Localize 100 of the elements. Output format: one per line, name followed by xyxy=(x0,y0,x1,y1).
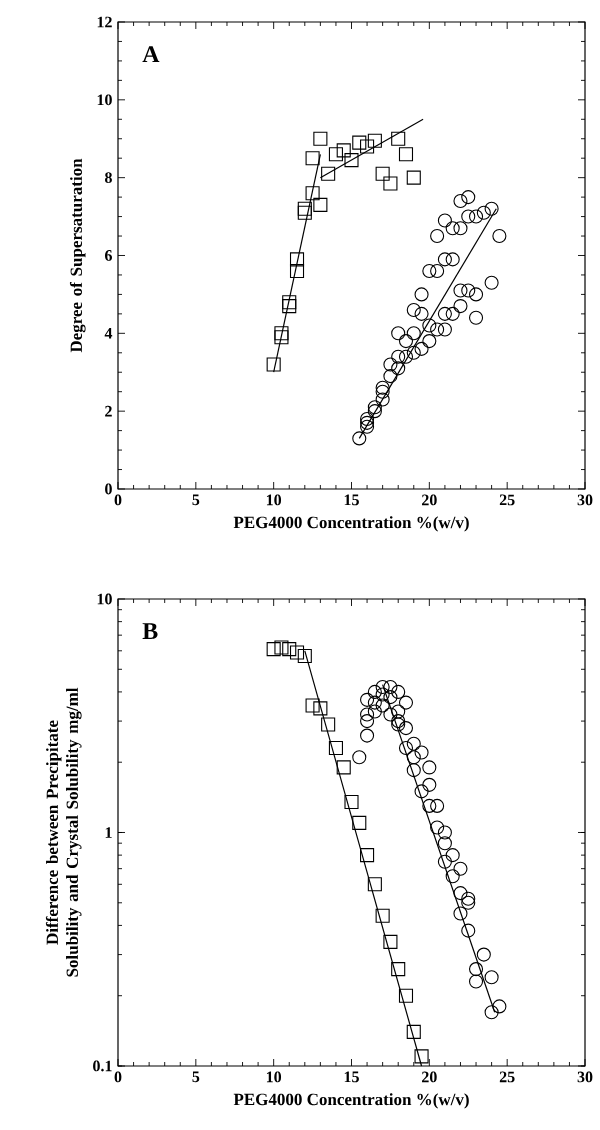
point xyxy=(375,679,390,695)
y-tick-label: 8 xyxy=(105,172,112,184)
point xyxy=(406,763,421,778)
point xyxy=(398,334,414,349)
point xyxy=(406,345,421,360)
point xyxy=(422,760,437,775)
point xyxy=(422,777,437,792)
point xyxy=(328,147,343,162)
point xyxy=(391,962,406,977)
point xyxy=(266,642,281,657)
point xyxy=(336,760,351,775)
point xyxy=(406,1024,421,1039)
point xyxy=(422,264,437,279)
point xyxy=(461,895,476,910)
y-tick-label: 0.1 xyxy=(93,1060,112,1072)
x-tick-label: 25 xyxy=(499,1071,515,1083)
point xyxy=(484,1005,499,1020)
y-tick-label: 10 xyxy=(97,94,112,106)
x-tick-label: 10 xyxy=(266,1071,282,1083)
point xyxy=(375,380,390,395)
point xyxy=(360,415,375,430)
point xyxy=(406,326,421,341)
point xyxy=(484,970,499,985)
point xyxy=(461,923,476,938)
point xyxy=(383,369,398,384)
point xyxy=(360,728,375,743)
x-axis-title: PEG4000 Concentration %(w/v) xyxy=(233,516,469,532)
point xyxy=(414,341,429,356)
point xyxy=(367,684,382,699)
point xyxy=(297,648,312,664)
y-axis-title: Difference between Precipitate Solubility and Crystal Solubility mg/ml xyxy=(45,687,82,977)
x-tick-label: 0 xyxy=(114,494,122,506)
annotation: B xyxy=(142,623,158,639)
point xyxy=(445,306,460,321)
point xyxy=(367,695,382,710)
point xyxy=(344,795,359,810)
point xyxy=(352,815,367,830)
point xyxy=(414,1049,429,1064)
point xyxy=(383,934,398,949)
point xyxy=(414,784,429,799)
point xyxy=(453,299,468,314)
point xyxy=(313,701,328,716)
point xyxy=(398,349,414,364)
x-tick-label: 30 xyxy=(577,494,593,506)
y-tick-label: 1 xyxy=(105,827,112,838)
point xyxy=(461,190,476,205)
point xyxy=(484,275,499,290)
point xyxy=(398,147,414,162)
point xyxy=(375,166,390,181)
point xyxy=(461,283,476,298)
point xyxy=(445,221,460,236)
point xyxy=(360,714,375,729)
point xyxy=(468,962,484,977)
point xyxy=(391,684,406,699)
point xyxy=(391,349,406,364)
point xyxy=(468,209,484,224)
point xyxy=(468,310,484,325)
point xyxy=(305,151,320,166)
point xyxy=(391,326,406,341)
point xyxy=(367,133,382,148)
point xyxy=(398,988,414,1003)
x-tick-label: 30 xyxy=(577,1071,593,1083)
point xyxy=(437,322,452,337)
point xyxy=(398,721,414,736)
point xyxy=(313,131,328,146)
point xyxy=(453,861,468,876)
point xyxy=(383,679,398,695)
x-tick-label: 5 xyxy=(192,494,200,506)
point xyxy=(297,201,312,216)
point xyxy=(274,640,289,655)
point xyxy=(344,153,359,168)
point xyxy=(430,228,445,244)
point xyxy=(266,357,281,372)
point xyxy=(492,999,507,1014)
point xyxy=(453,221,468,236)
point xyxy=(453,906,468,921)
point xyxy=(360,692,375,707)
point xyxy=(367,877,382,892)
point xyxy=(274,326,289,341)
y-tick-label: 0 xyxy=(105,483,112,495)
x-tick-label: 10 xyxy=(266,494,282,506)
point xyxy=(453,193,468,209)
point xyxy=(367,704,382,719)
point xyxy=(445,869,460,884)
x-tick-label: 0 xyxy=(114,1071,122,1083)
point xyxy=(468,974,484,989)
point xyxy=(289,264,305,279)
point xyxy=(383,707,398,722)
point xyxy=(282,642,297,657)
y-tick-label: 6 xyxy=(105,250,112,261)
point xyxy=(391,361,406,376)
y-tick-label: 2 xyxy=(105,405,112,417)
point xyxy=(445,252,460,267)
x-axis-title: PEG4000 Concentration %(w/v) xyxy=(233,1093,469,1109)
point xyxy=(406,302,421,318)
point xyxy=(352,431,367,446)
point xyxy=(492,228,507,244)
point xyxy=(289,252,305,267)
point xyxy=(398,740,414,756)
point xyxy=(468,287,484,302)
